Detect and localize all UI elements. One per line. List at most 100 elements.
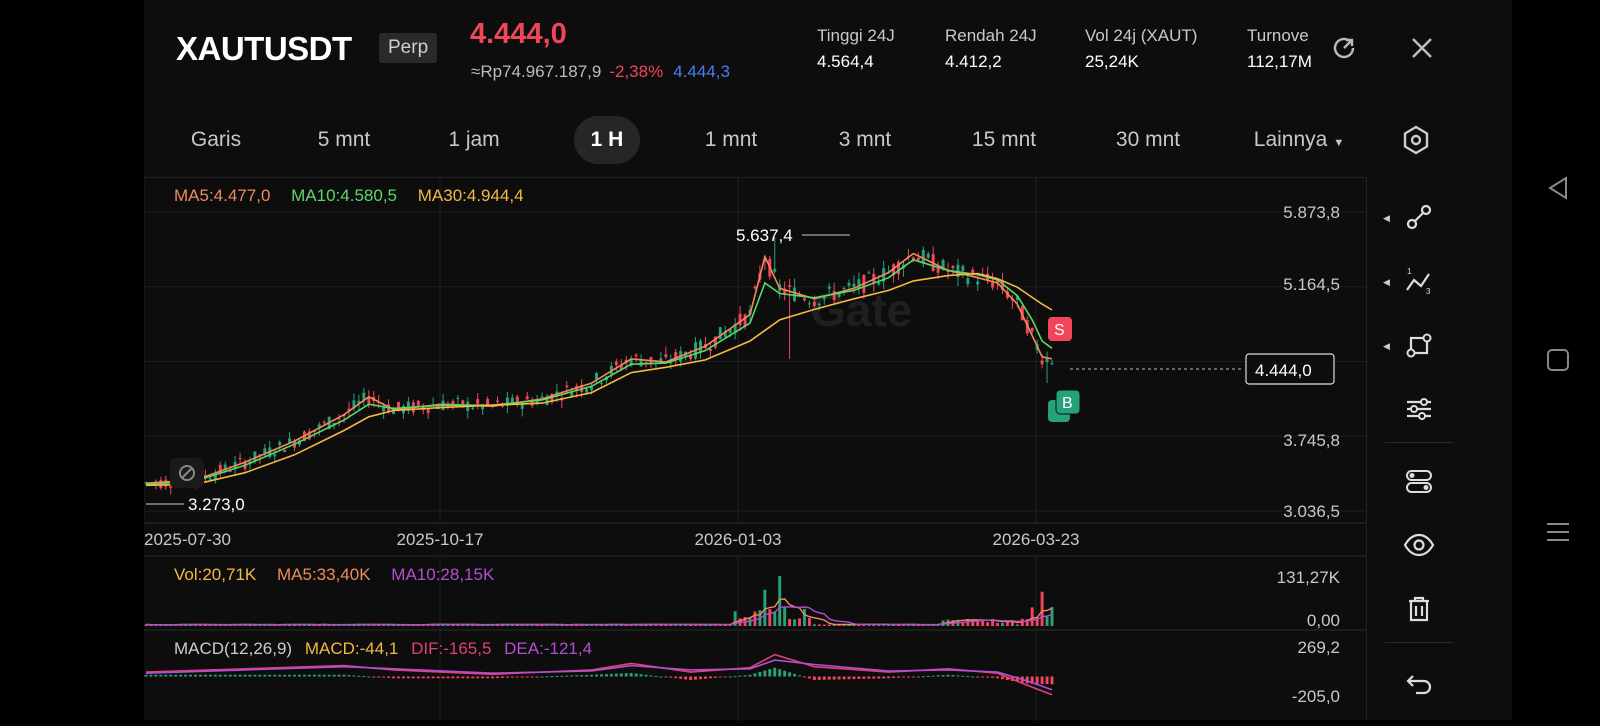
macd-bar bbox=[555, 675, 559, 677]
volume-bar bbox=[857, 624, 861, 626]
volume-bar bbox=[307, 624, 311, 626]
macd-bar bbox=[387, 676, 391, 678]
candle bbox=[387, 404, 391, 413]
chart-svg[interactable]: Gate 5.873,8 5.164,5 3.745,8 3.036,5 2025-07… bbox=[143, 178, 1366, 721]
hexagon-settings-icon[interactable] bbox=[1398, 122, 1434, 158]
macd-bar bbox=[198, 674, 202, 677]
macd-bar bbox=[302, 674, 306, 677]
trash-icon[interactable] bbox=[1399, 589, 1439, 629]
macd-bar bbox=[510, 676, 514, 678]
chart-area[interactable]: Gate 5.873,8 5.164,5 3.745,8 3.036,5 2025-07… bbox=[143, 177, 1366, 721]
tab-3-mnt[interactable]: 3 mnt bbox=[838, 128, 892, 151]
symbol-title[interactable]: XAUTUSDT bbox=[176, 30, 352, 67]
candle bbox=[456, 397, 460, 399]
tab-garis[interactable]: Garis bbox=[190, 128, 242, 151]
tab-1-h[interactable]: 1 H bbox=[574, 116, 640, 164]
volume-bar bbox=[887, 624, 891, 626]
tab-1-jam[interactable]: 1 jam bbox=[448, 128, 500, 151]
scale-toggle-icon[interactable] bbox=[170, 458, 204, 488]
volume-bar bbox=[788, 618, 792, 626]
macd-bar bbox=[515, 676, 519, 678]
candle bbox=[837, 292, 841, 297]
macd-bar bbox=[590, 674, 594, 677]
candle bbox=[278, 442, 282, 446]
tab-5-mnt[interactable]: 5 mnt bbox=[317, 128, 371, 151]
volume-bar bbox=[397, 624, 400, 626]
candle bbox=[951, 266, 955, 268]
volume-bar bbox=[1025, 619, 1029, 626]
close-icon[interactable] bbox=[1404, 30, 1440, 66]
volume-bar bbox=[961, 621, 965, 626]
macd-bar bbox=[827, 676, 831, 680]
volume-bar bbox=[778, 576, 782, 626]
buy-marker[interactable] bbox=[1055, 389, 1081, 415]
stat-turnover: Turnove 112,17M bbox=[1247, 26, 1317, 72]
volume-bar bbox=[471, 624, 475, 626]
macd-bar bbox=[788, 672, 792, 677]
volume-bar bbox=[1045, 616, 1049, 626]
tab-1-mnt[interactable]: 1 mnt bbox=[704, 128, 758, 151]
rotate-icon[interactable] bbox=[1326, 30, 1362, 66]
macd-bar bbox=[694, 676, 698, 680]
volume-bar bbox=[1050, 607, 1054, 626]
macd-bar bbox=[1040, 676, 1044, 684]
macd-bar bbox=[174, 674, 178, 677]
macd-bar bbox=[832, 676, 836, 680]
macd-bar bbox=[238, 674, 242, 677]
candle bbox=[743, 314, 747, 327]
candle bbox=[991, 280, 995, 288]
volume-bar bbox=[293, 624, 297, 626]
macd-bar bbox=[629, 673, 633, 677]
macd-bar bbox=[149, 674, 153, 677]
macd-bar bbox=[372, 676, 376, 678]
macd-bar bbox=[342, 674, 346, 677]
volume-bar bbox=[817, 624, 821, 626]
macd-bar bbox=[233, 674, 237, 677]
volume-bar bbox=[565, 624, 569, 626]
eye-icon[interactable] bbox=[1399, 525, 1439, 565]
macd-bar bbox=[822, 676, 826, 680]
tab-30-mnt[interactable]: 30 mnt bbox=[1115, 128, 1181, 151]
macd-bar bbox=[743, 675, 747, 677]
sliders-settings-icon[interactable] bbox=[1399, 389, 1439, 429]
ma-lines bbox=[145, 252, 1053, 487]
volume-bar bbox=[991, 618, 995, 626]
macd-bar bbox=[397, 676, 400, 679]
macd-bar bbox=[203, 674, 207, 677]
tab-lainnya[interactable]: Lainnya ▼ bbox=[1244, 116, 1354, 164]
volume-bar bbox=[585, 625, 589, 626]
volume-bar bbox=[971, 619, 975, 626]
x-tick-label: 2025-07-30 bbox=[144, 530, 231, 549]
macd-bar bbox=[288, 674, 292, 677]
sell-marker[interactable] bbox=[1048, 317, 1072, 341]
candle bbox=[921, 249, 925, 264]
recents-nav-icon[interactable] bbox=[1538, 512, 1578, 552]
volume-ma-lines bbox=[145, 598, 1053, 626]
volume-bar bbox=[659, 624, 663, 626]
volume-bar bbox=[703, 624, 707, 626]
tab-15-mnt[interactable]: 15 mnt bbox=[971, 128, 1037, 151]
candle bbox=[505, 397, 509, 406]
volume-bar bbox=[1040, 591, 1044, 626]
macd-bar bbox=[426, 676, 430, 679]
volume-bar bbox=[297, 624, 301, 626]
toolbar-divider bbox=[1385, 442, 1453, 443]
candle bbox=[971, 269, 975, 276]
legend-ma5: MA5:4.477,0 bbox=[174, 186, 271, 205]
macd-bar bbox=[783, 670, 787, 677]
toggle-switch-icon[interactable] bbox=[1399, 461, 1439, 501]
volume-bar bbox=[362, 624, 366, 626]
shape-tool-icon[interactable] bbox=[1399, 325, 1439, 365]
stat-value: 25,24K bbox=[1085, 52, 1139, 71]
macd-bar bbox=[778, 669, 782, 677]
volume-bar bbox=[798, 618, 801, 626]
undo-icon[interactable] bbox=[1399, 663, 1439, 703]
back-nav-icon[interactable] bbox=[1538, 168, 1578, 208]
macd-bar bbox=[812, 676, 816, 681]
candle bbox=[357, 400, 361, 405]
trendline-tool-icon[interactable] bbox=[1399, 197, 1439, 237]
candle bbox=[936, 267, 940, 273]
home-nav-icon[interactable] bbox=[1538, 340, 1578, 380]
macd-bar bbox=[916, 676, 920, 678]
